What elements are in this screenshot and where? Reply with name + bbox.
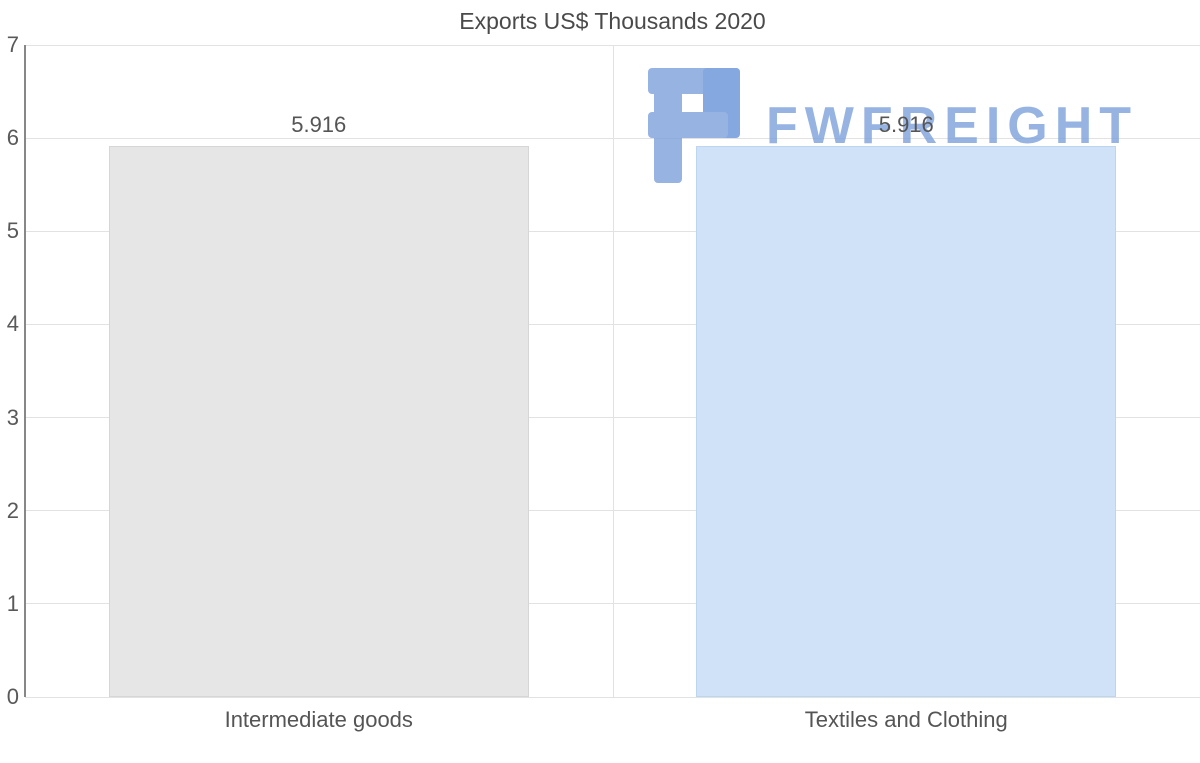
bar-value-label: 5.916 bbox=[878, 111, 934, 137]
y-axis-tick-label: 4 bbox=[6, 311, 19, 337]
chart-title: Exports US$ Thousands 2020 bbox=[459, 8, 766, 34]
y-axis-tick-label: 7 bbox=[6, 32, 19, 57]
watermark-text: FWFREIGHT bbox=[766, 96, 1139, 155]
category-divider bbox=[612, 45, 614, 697]
y-axis-line bbox=[24, 45, 26, 697]
y-axis-tick-label: 2 bbox=[6, 497, 19, 523]
bar-value-label: 5.916 bbox=[291, 111, 347, 137]
bar bbox=[696, 145, 1117, 697]
x-axis-category-label: Textiles and Clothing bbox=[804, 707, 1008, 732]
y-axis-tick-label: 1 bbox=[6, 590, 19, 616]
bar bbox=[108, 145, 529, 697]
y-axis-tick-label: 3 bbox=[6, 404, 19, 430]
y-axis-tick-label: 0 bbox=[6, 684, 19, 709]
gridline bbox=[25, 696, 1200, 698]
y-axis-tick-label: 6 bbox=[6, 125, 19, 151]
y-axis-tick-label: 5 bbox=[6, 218, 19, 244]
x-axis-category-label: Intermediate goods bbox=[224, 707, 413, 732]
